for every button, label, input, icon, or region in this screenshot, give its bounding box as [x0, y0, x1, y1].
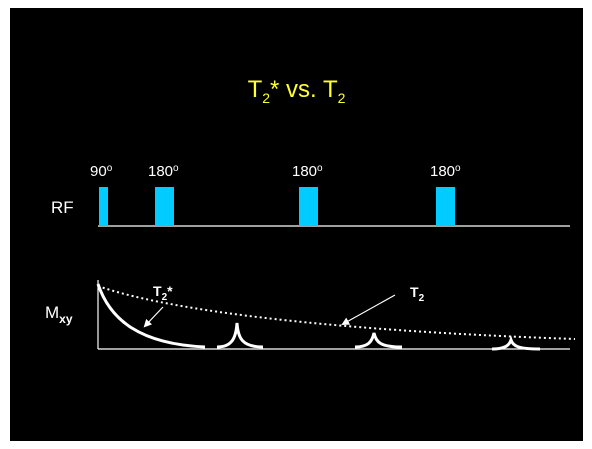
- echo-2: [354, 332, 403, 349]
- pulse-sequence-diagram: [96, 187, 576, 351]
- t2star-fid-curve: [96, 283, 206, 349]
- mxy-sub: xy: [59, 312, 73, 326]
- echo-1: [216, 322, 264, 349]
- title-mid: * vs. T: [270, 76, 338, 103]
- mxy-axis-label: Mxy: [45, 304, 73, 325]
- t2-arrow: [341, 294, 396, 325]
- pulse-180-2: [299, 187, 318, 226]
- title-sub-1: 2: [262, 90, 271, 106]
- mxy-base: M: [45, 303, 60, 322]
- slide-title: T2* vs. T2: [10, 76, 583, 106]
- pulse-label-180-2: 180o: [292, 163, 323, 180]
- degree-sup: o: [173, 163, 179, 174]
- degree-sup: o: [106, 163, 113, 174]
- degree-sup: o: [455, 163, 461, 174]
- pulse-value: 180: [292, 163, 318, 180]
- title-sub-2: 2: [337, 90, 346, 106]
- rf-axis-label: RF: [51, 198, 74, 217]
- pulse-label-180-1: 180o: [148, 163, 179, 180]
- t2star-sub: 2: [161, 292, 168, 303]
- t2star-arrow: [143, 306, 164, 328]
- pulse-90: [99, 187, 108, 226]
- echo-3: [491, 335, 541, 351]
- pulse-180-3: [436, 187, 455, 226]
- t2star-label: T2*: [153, 284, 173, 303]
- degree-sup: o: [317, 163, 323, 174]
- pulse-label-90: 90o: [90, 163, 113, 180]
- pulse-label-180-3: 180o: [430, 163, 461, 180]
- pulse-value: 180: [148, 163, 174, 180]
- t2-base: T: [410, 284, 419, 300]
- pulse-180-1: [155, 187, 174, 226]
- title-t: T: [247, 76, 263, 103]
- t2star-base: T: [153, 283, 162, 299]
- t2-sub: 2: [418, 293, 425, 304]
- slide: T2* vs. T2 90o 180o 180o 180o RF Mxy T2*…: [10, 8, 583, 441]
- t2star-star: *: [167, 283, 173, 299]
- pulse-value: 90: [90, 163, 107, 180]
- t2-label: T2: [410, 285, 424, 304]
- pulse-value: 180: [430, 163, 456, 180]
- t2-decay-curve: [97, 285, 576, 340]
